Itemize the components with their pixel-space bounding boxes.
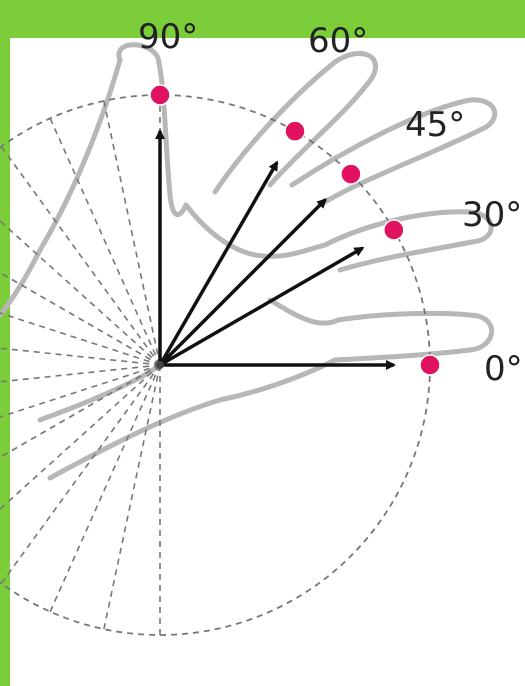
radial-guide-line: [103, 364, 161, 630]
wrist-edge: [0, 57, 123, 318]
angle-label-90: 90°: [138, 17, 198, 57]
dot-0-deg: [419, 354, 441, 376]
index-finger: [116, 42, 189, 218]
angle-label-30: 30°: [462, 195, 522, 235]
hand-sketch: [0, 42, 498, 481]
radial-guide-line: [0, 364, 161, 418]
radial-guide-line: [0, 271, 161, 366]
radial-guide-line: [0, 364, 161, 584]
dot-45-deg: [340, 163, 362, 185]
radial-guide-line: [0, 364, 161, 459]
frame-left-bar: [0, 0, 10, 686]
palm-crease: [183, 202, 328, 259]
radial-guide-line: [49, 118, 161, 366]
angle-label-60: 60°: [308, 21, 368, 61]
frame-top-bar: [0, 0, 525, 38]
angle-label-45: 45°: [405, 105, 465, 145]
palm-lower-edge: [47, 357, 338, 481]
radial-guide-line: [0, 146, 161, 366]
angle-arrows: [155, 129, 396, 370]
radial-guide-line: [0, 347, 161, 366]
thumb: [332, 310, 495, 363]
thumb-crease: [267, 297, 341, 326]
middle-finger: [212, 51, 379, 195]
dot-30-deg: [383, 219, 405, 241]
ring-finger: [289, 97, 498, 208]
origin-point: [156, 361, 164, 369]
radial-guide-line: [103, 100, 161, 366]
radial-guide-line: [0, 219, 161, 366]
arrow-60-deg: [158, 160, 279, 366]
angle-labels: 90° 60° 45° 30° 0°: [138, 17, 523, 389]
radial-guide-line: [0, 364, 161, 383]
radial-guide-line: [0, 364, 161, 511]
dot-90-deg: [149, 84, 171, 106]
palm-heel: [37, 362, 163, 423]
angle-label-0: 0°: [484, 349, 523, 389]
angle-dots: [149, 84, 441, 376]
dot-60-deg: [284, 120, 306, 142]
radial-guide-line: [49, 364, 161, 612]
arrow-45-deg: [158, 198, 327, 367]
arrow-30-deg: [159, 246, 365, 367]
radial-guide-line: [0, 312, 161, 366]
